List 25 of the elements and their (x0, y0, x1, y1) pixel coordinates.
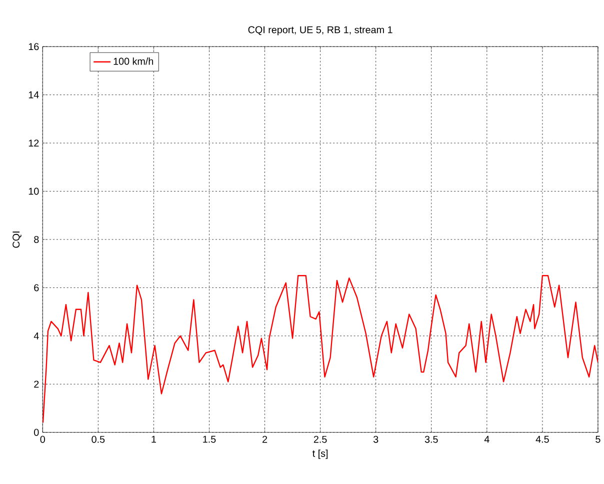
x-tick-label: 2.5 (314, 436, 327, 443)
x-tick-label: 2 (262, 436, 268, 443)
y-tick-label: 8 (34, 236, 39, 244)
x-tick-label: 5 (596, 436, 600, 443)
y-tick-label: 12 (28, 140, 39, 147)
x-tick-label: 3.5 (424, 436, 438, 443)
y-tick-label: 16 (28, 43, 39, 50)
x-tick-label: 4.5 (536, 436, 549, 443)
x-tick-label: 1 (152, 436, 156, 443)
x-axis-title: t [s] (312, 450, 328, 459)
y-tick-label: 10 (28, 188, 39, 195)
y-tick-label: 4 (34, 332, 39, 340)
line-series (42, 275, 598, 424)
y-tick-label: 14 (28, 91, 39, 98)
x-tick-label: 3 (373, 436, 378, 443)
y-tick-label: 2 (34, 380, 39, 388)
y-axis-title: CQI (12, 232, 22, 248)
x-tick-label: 0.5 (92, 436, 105, 443)
x-tick-label: 1.5 (203, 436, 216, 443)
chart-title: CQI report, UE 5, RB 1, stream 1 (248, 26, 392, 36)
legend-label: 100 km/h (114, 58, 154, 65)
y-tick-label: 0 (34, 428, 39, 436)
x-tick-label: 0 (40, 436, 46, 443)
x-tick-label: 4 (484, 436, 490, 443)
y-tick-label: 6 (34, 284, 39, 292)
